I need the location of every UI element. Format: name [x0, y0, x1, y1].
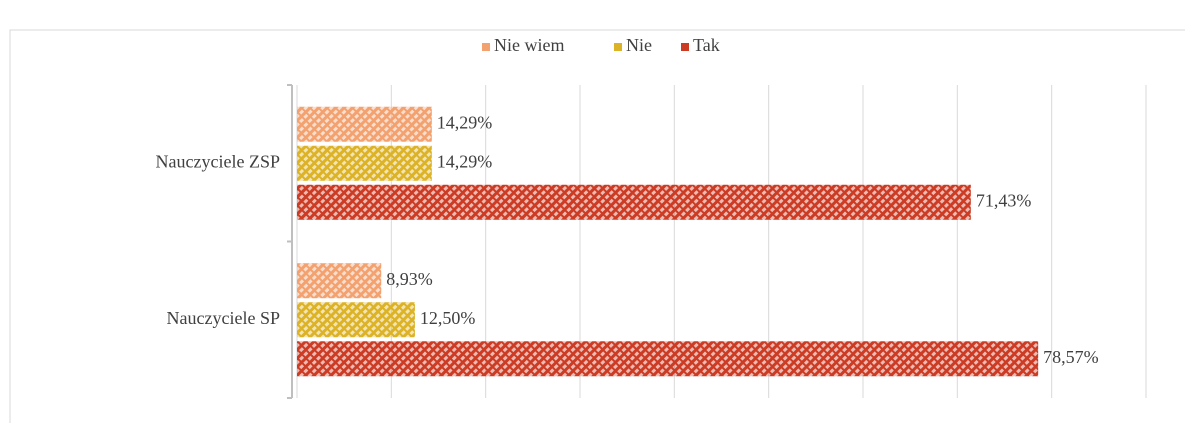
data-label: 12,50%: [420, 308, 476, 328]
data-label: 71,43%: [976, 190, 1032, 210]
data-label: 14,29%: [437, 151, 493, 171]
bar: [297, 106, 432, 142]
bar: [297, 341, 1039, 377]
bar: [297, 184, 971, 220]
data-label: 14,29%: [437, 112, 493, 132]
bar: [297, 302, 415, 338]
data-label: 8,93%: [386, 269, 433, 289]
legend-swatch: [482, 43, 490, 51]
legend-swatch: [614, 43, 622, 51]
bar: [297, 145, 432, 181]
legend-label: Tak: [693, 35, 720, 55]
data-label: 78,57%: [1043, 347, 1099, 367]
legend-label: Nie wiem: [494, 35, 564, 55]
legend-swatch: [681, 43, 689, 51]
y-tick-label: Nauczyciele SP: [167, 308, 280, 328]
legend-label: Nie: [626, 35, 652, 55]
bar: [297, 263, 382, 299]
y-tick-label: Nauczyciele ZSP: [156, 151, 280, 171]
